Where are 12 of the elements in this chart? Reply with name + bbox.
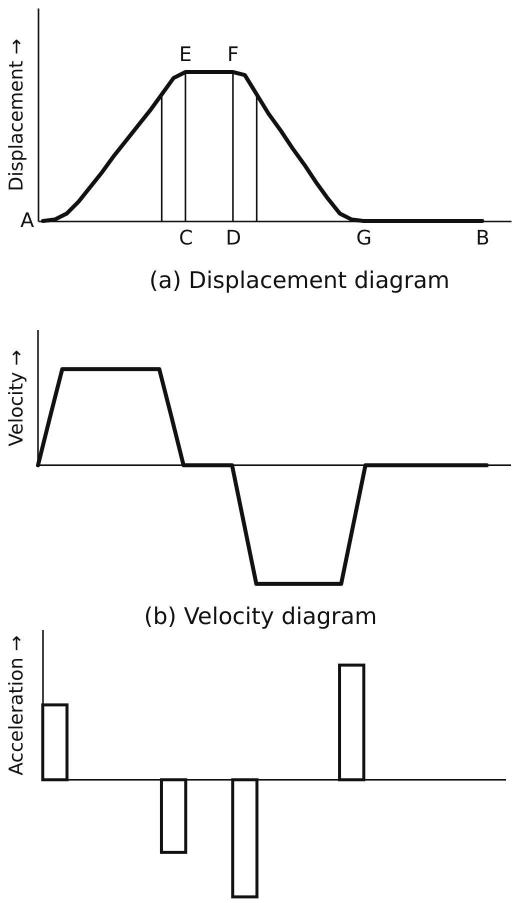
x-tick-label: D: [226, 226, 242, 250]
x-tick-label: B: [476, 226, 490, 250]
x-tick-label: C: [178, 226, 193, 250]
y-axis-title: Displacement →: [6, 38, 28, 192]
text: (a) Displacement diagram: [149, 268, 450, 294]
text: A: [20, 208, 34, 232]
y-axis-title: Acceleration →: [6, 635, 28, 776]
text: (b) Velocity diagram: [144, 604, 378, 630]
x-tick-label: G: [356, 226, 372, 250]
annotation: F: [227, 42, 239, 66]
y-axis-title: Velocity →: [6, 350, 28, 446]
annotation: E: [179, 42, 192, 66]
